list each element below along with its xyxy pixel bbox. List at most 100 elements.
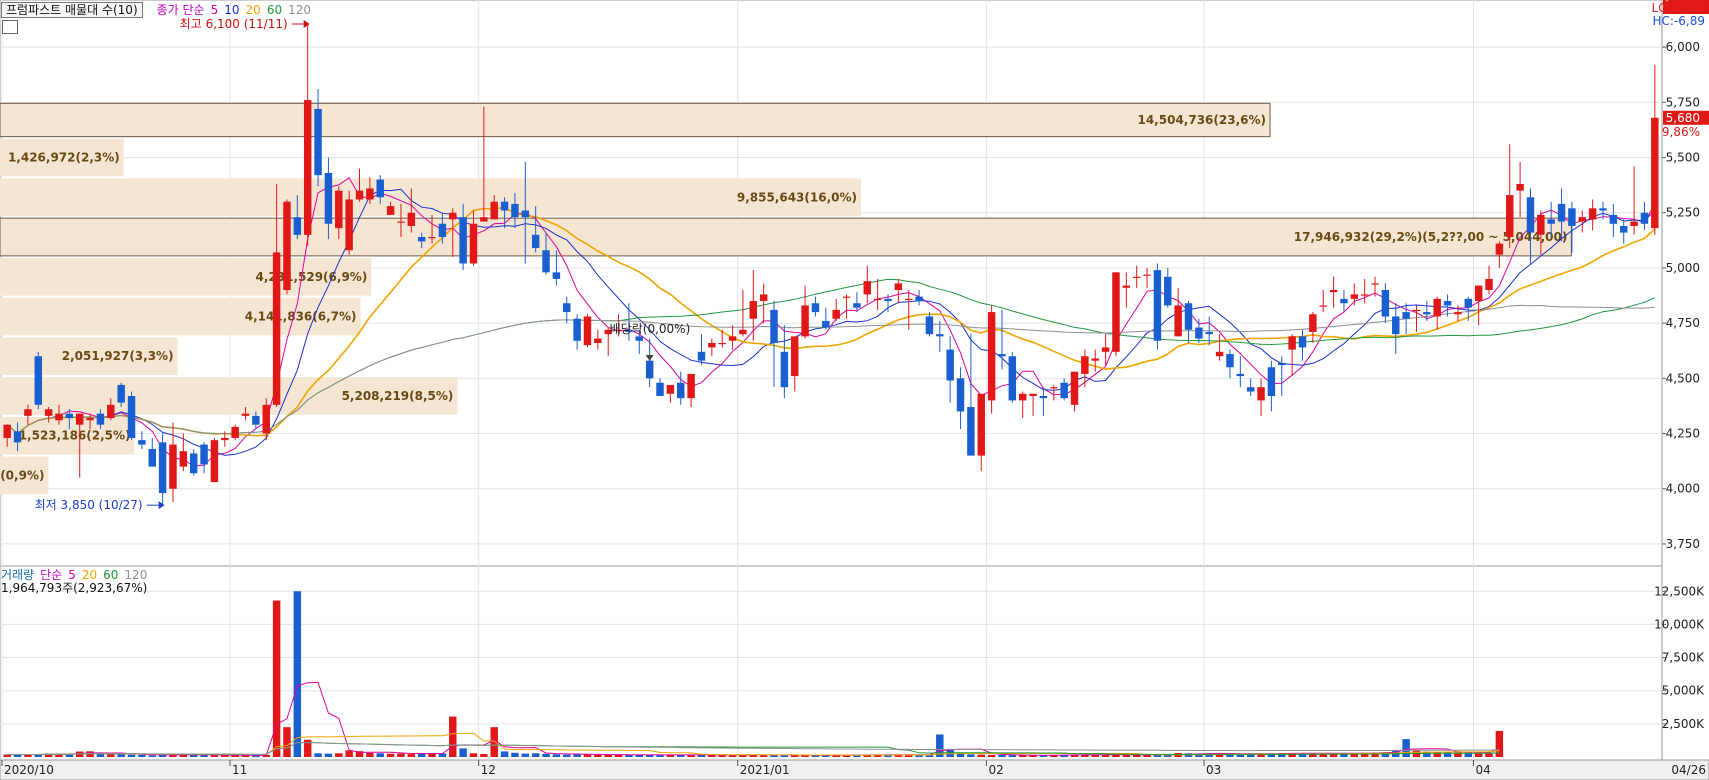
volume-bar (96, 753, 105, 757)
candle-body (179, 451, 188, 467)
volume-bar (44, 753, 53, 757)
volume-bar (1278, 753, 1286, 757)
price-y-tick-label: 5,000 (1666, 261, 1700, 275)
candle-body (583, 316, 592, 346)
candle-body (55, 413, 63, 421)
volume-bar (1319, 753, 1327, 757)
volume-bar (210, 755, 219, 757)
candle-body (355, 190, 364, 200)
volume-profile-label: 1,523,186(2,5%) (19, 429, 131, 443)
volume-bar (1029, 755, 1037, 757)
volume-profile-bar (0, 416, 135, 455)
volume-bar (728, 755, 737, 757)
volume-bar (811, 755, 820, 757)
last-price-text: 5,680 (1666, 111, 1700, 125)
candle-body (1588, 208, 1597, 220)
price-y-tick-label: 5,250 (1666, 206, 1700, 220)
volume-bar (1060, 754, 1068, 757)
volume-bar (428, 753, 436, 757)
candle-body (117, 384, 125, 403)
candle-body (1122, 285, 1131, 288)
volume-bar (221, 755, 229, 757)
candle-body (480, 217, 488, 222)
volume-profile-bar (0, 257, 372, 296)
chart-title[interactable]: 프럼파스트 매물대 수(10) (1, 2, 143, 18)
volume-bar (1371, 752, 1379, 757)
candle-body (1329, 290, 1338, 293)
last-volume-badge-text: 1,965K (1658, 0, 1701, 3)
candle-body (925, 316, 934, 335)
candle-body (34, 356, 42, 405)
volume-profile-label: 5,208,219(8,5%) (342, 389, 454, 403)
volume-bar (1340, 753, 1348, 757)
candle-body (438, 223, 447, 238)
candle-body (490, 201, 498, 220)
candle-body (469, 223, 478, 264)
volume-ma-line-120 (7, 741, 1500, 756)
candle-body (801, 305, 809, 337)
volume-bar (1257, 753, 1265, 757)
candle-body (1443, 301, 1452, 306)
volume-bar (708, 755, 716, 757)
candle-body (780, 351, 789, 388)
volume-bar (469, 753, 478, 757)
volume-bar (158, 755, 167, 757)
candle-body (1298, 336, 1307, 348)
ma-period-20: 20 (245, 3, 261, 17)
volume-bar (500, 751, 509, 757)
volume-bar (666, 754, 675, 757)
candle-body (708, 342, 716, 348)
candle-body (500, 201, 509, 211)
volume-bar (687, 755, 695, 757)
price-y-tick-label: 6,000 (1666, 40, 1700, 54)
candle-body (1495, 243, 1504, 255)
volume-bar (169, 754, 177, 757)
candle-body (998, 354, 1006, 357)
candle-body (822, 320, 830, 328)
volume-profile-label: 9,855,643(16,0%) (737, 190, 857, 204)
candle-body (1050, 387, 1058, 389)
candle-body (873, 298, 882, 301)
volume-bar (1205, 753, 1213, 757)
candle-body (1433, 298, 1441, 317)
candle-body (594, 338, 602, 343)
volume-bar (822, 755, 830, 757)
candle-body (1309, 314, 1317, 332)
candle-body (417, 237, 426, 242)
volume-bar (179, 754, 188, 757)
candle-body (241, 413, 250, 416)
volume-bar (1018, 755, 1027, 757)
candle-body (853, 303, 861, 308)
candle-body (1153, 270, 1162, 341)
volume-profile-bar (0, 138, 124, 177)
candle-body (739, 329, 747, 335)
x-axis-label: 2021/01 (740, 763, 790, 777)
candle-body (221, 437, 229, 441)
volume-bar (314, 753, 322, 757)
volume-panel (0, 565, 1663, 761)
volume-profile-label: 4,231,529(6,9%) (255, 270, 367, 284)
candle-body (531, 234, 540, 249)
volume-bar (521, 753, 530, 757)
candle-body (397, 221, 405, 223)
candle-body (96, 413, 105, 425)
grid-settings-icon[interactable] (2, 20, 18, 34)
candle-body (770, 309, 778, 343)
volume-bar (1039, 755, 1048, 757)
volume-bar (1267, 753, 1276, 757)
volume-bar (1423, 751, 1431, 757)
dividend-label: 배당락(0,00%) (610, 322, 691, 336)
vma-period-5: 5 (68, 568, 76, 582)
ma-period-5: 5 (210, 3, 219, 17)
volume-bar (967, 754, 975, 757)
volume-bar (231, 755, 239, 757)
volume-bar (86, 751, 94, 757)
candle-body (65, 413, 74, 419)
candle-body (231, 426, 239, 438)
last-volume-badge-sub: 2923,67 (1656, 0, 1706, 3)
volume-bar (915, 755, 923, 757)
low-annotation: 최저 3,850 (10/27) (35, 498, 143, 512)
volume-bar (283, 727, 291, 757)
